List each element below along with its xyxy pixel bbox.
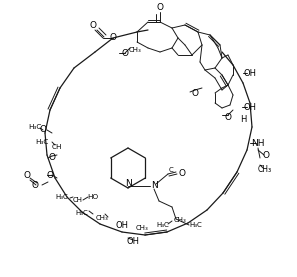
Text: HO: HO [87,194,99,200]
Text: O: O [157,4,164,12]
Text: N: N [125,178,131,188]
Text: H₃C: H₃C [28,124,42,130]
Text: CH: CH [52,144,62,150]
Text: O: O [192,88,198,98]
Text: O: O [225,114,231,122]
Text: CH₃: CH₃ [258,165,272,175]
Text: CH: CH [73,197,83,203]
Text: OH: OH [127,237,140,247]
Text: O: O [47,171,53,179]
Text: NH: NH [251,138,265,147]
Text: H₃C: H₃C [56,194,68,200]
Text: H₃C: H₃C [76,210,89,216]
Text: H₃C: H₃C [35,139,49,145]
Text: O: O [89,22,97,30]
Text: O: O [178,168,186,178]
Text: OH: OH [116,220,129,230]
Text: C: C [169,167,173,173]
Text: N: N [151,181,157,191]
Text: O: O [121,48,129,58]
Text: CH₃: CH₃ [129,47,141,53]
Text: O: O [23,171,31,179]
Text: O: O [40,125,47,135]
Text: H₃C: H₃C [157,222,169,228]
Text: OH: OH [244,68,257,78]
Text: H: H [240,116,246,124]
Text: OH: OH [244,102,257,112]
Text: H₃C: H₃C [189,222,202,228]
Text: O: O [263,150,269,160]
Text: CH₃: CH₃ [96,215,108,221]
Text: CH₃: CH₃ [136,225,148,231]
Text: CH₃: CH₃ [174,217,187,223]
Text: O: O [48,153,56,163]
Text: O: O [31,181,39,189]
Text: O: O [110,34,116,42]
